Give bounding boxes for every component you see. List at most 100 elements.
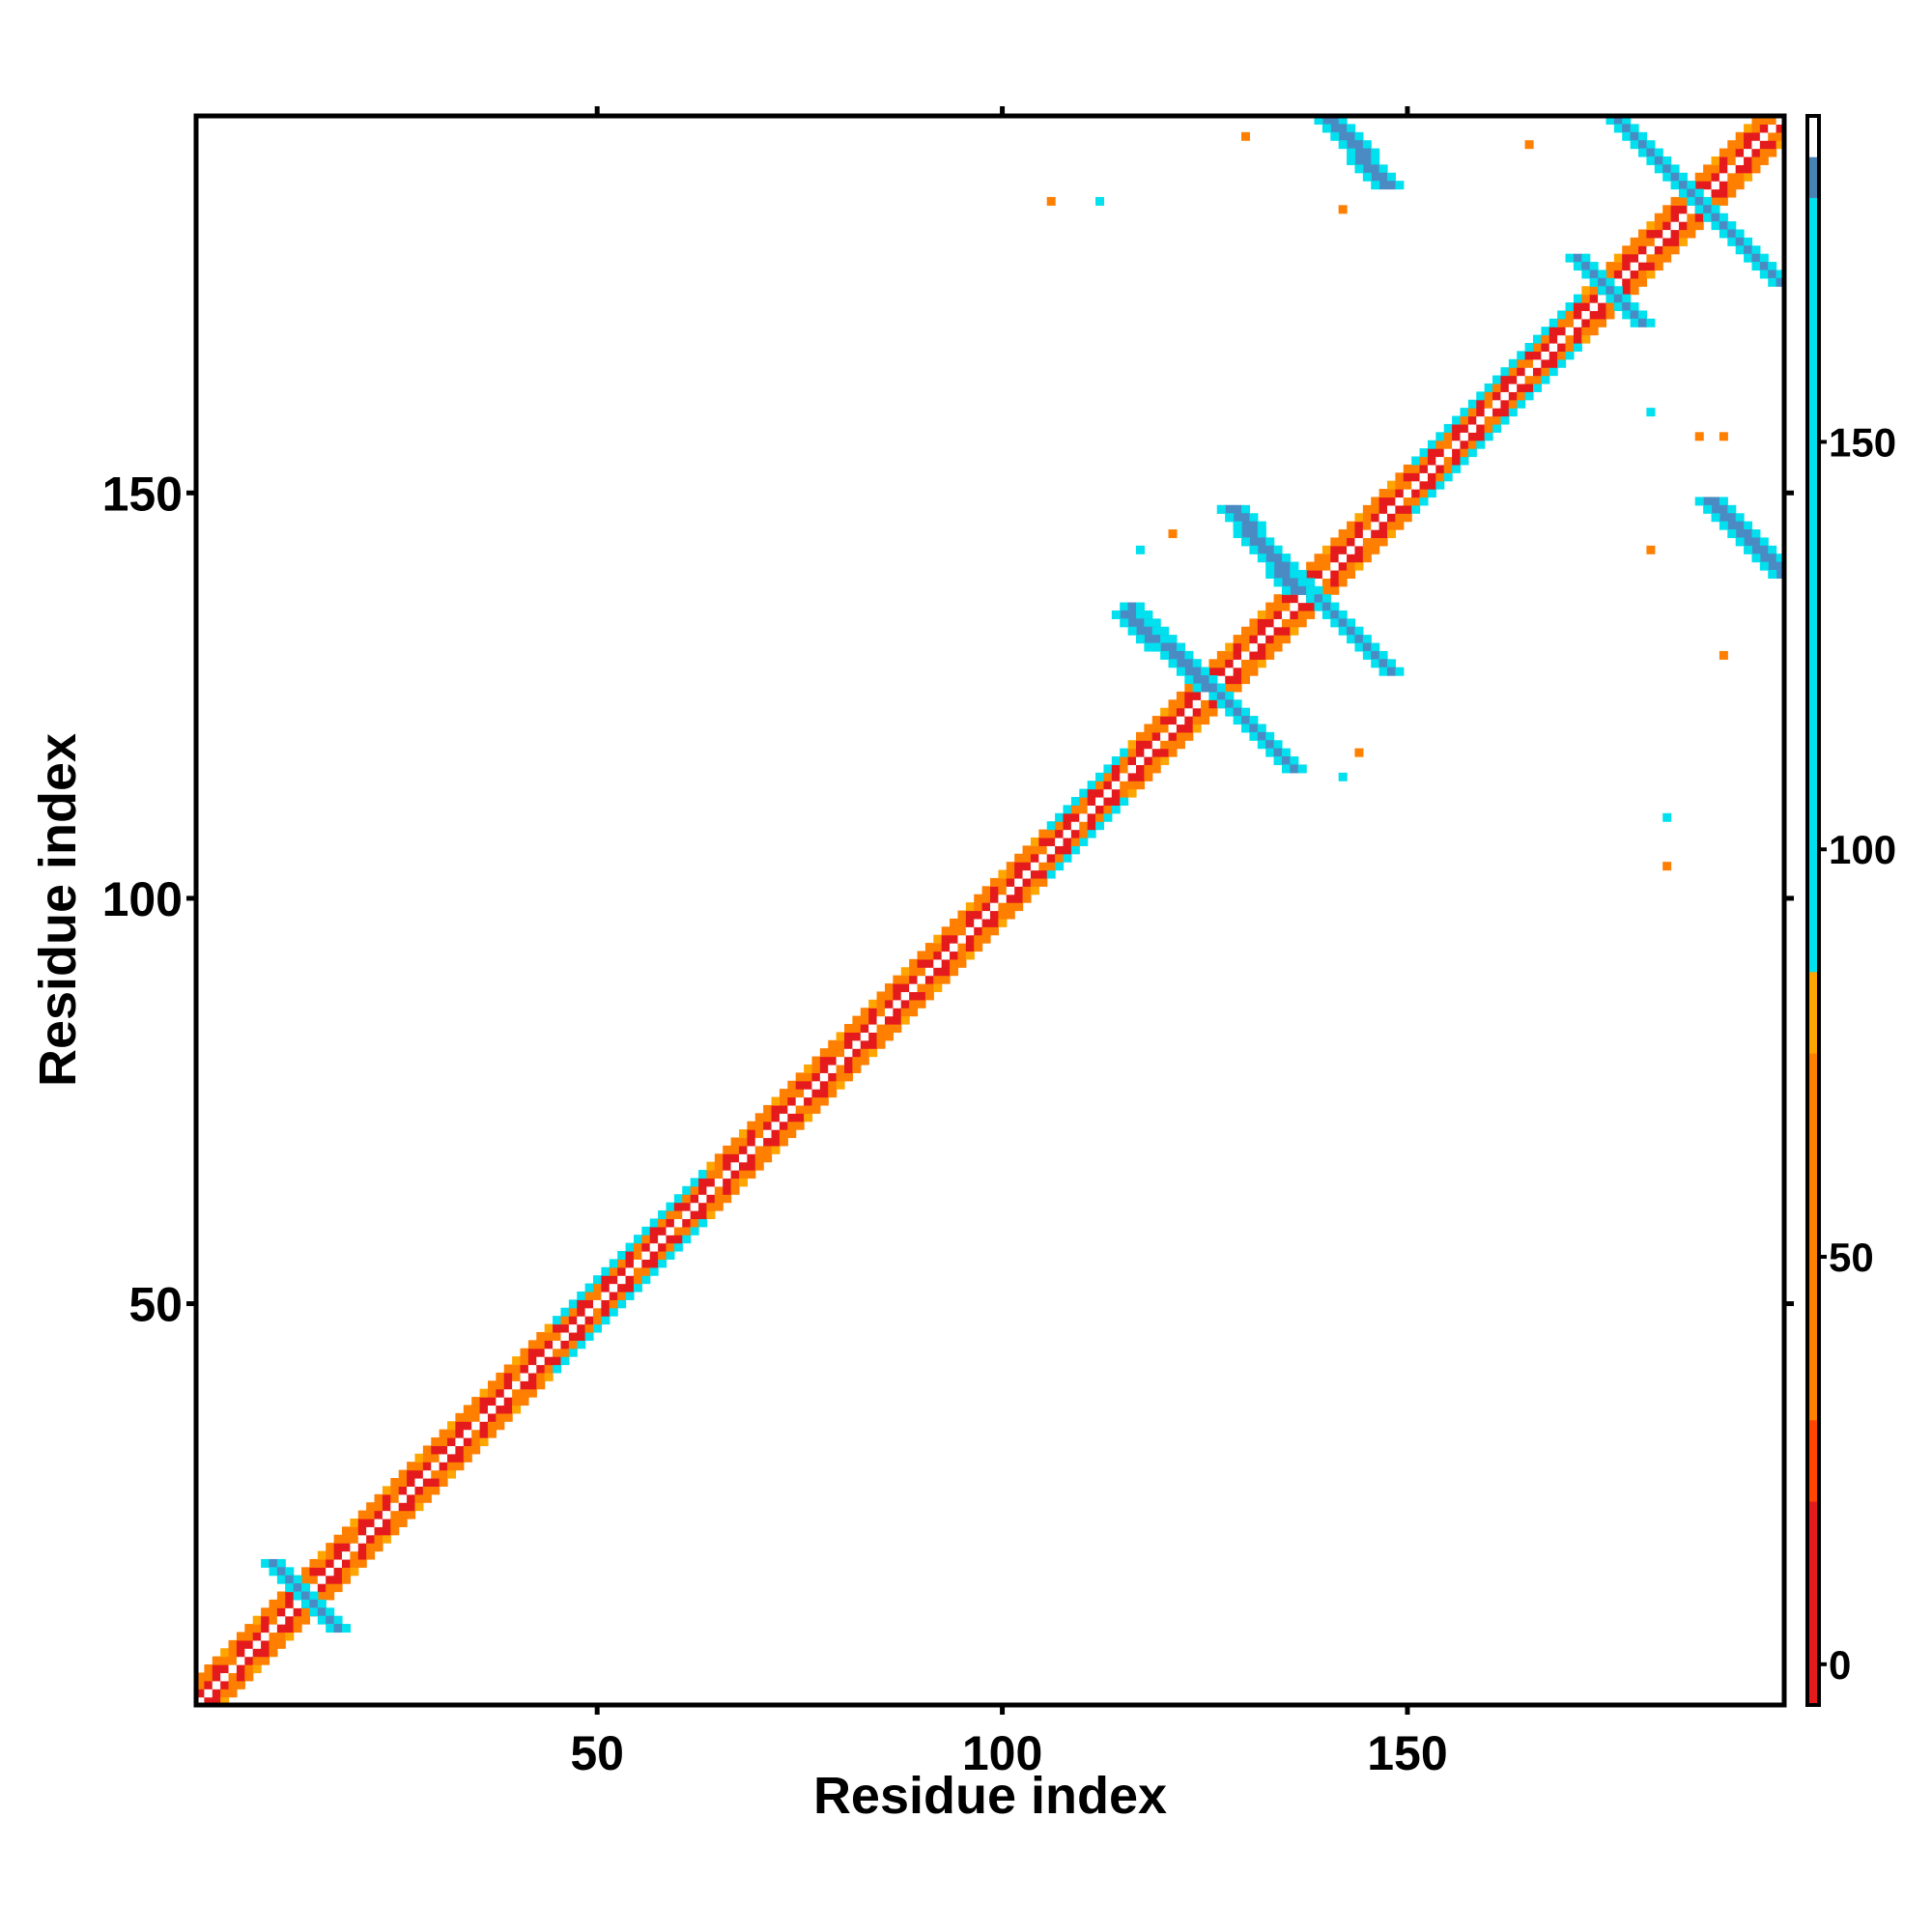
heatmap-cell (1727, 229, 1737, 239)
heatmap-cell (1265, 748, 1275, 757)
heatmap-cell (439, 1478, 448, 1487)
heatmap-cell (649, 1266, 659, 1276)
heatmap-cell (1638, 253, 1648, 263)
heatmap-cell (333, 1583, 343, 1593)
heatmap-cell (1711, 156, 1720, 165)
heatmap-cell (1427, 448, 1436, 458)
heatmap-cell (553, 1340, 562, 1350)
heatmap-cell (560, 1316, 570, 1325)
heatmap-cell (714, 1153, 724, 1163)
heatmap-cell (317, 1607, 327, 1617)
heatmap-cell (1168, 699, 1178, 709)
heatmap-cell (1297, 594, 1307, 604)
heatmap-cell (1257, 554, 1266, 563)
heatmap-cell (828, 1080, 838, 1090)
heatmap-cell (1354, 537, 1364, 547)
heatmap-cell (852, 1024, 862, 1033)
heatmap-cell (503, 1397, 513, 1406)
heatmap-cell (601, 1266, 611, 1276)
heatmap-cell (682, 1226, 692, 1236)
heatmap-cell (341, 1534, 351, 1544)
heatmap-cell (584, 1316, 594, 1325)
heatmap-cell (1241, 650, 1251, 660)
heatmap-cell (617, 1275, 627, 1285)
heatmap-cell (1768, 277, 1777, 287)
heatmap-cell (998, 910, 1008, 920)
heatmap-cell (1281, 618, 1291, 628)
heatmap-cell (1395, 513, 1405, 523)
heatmap-cell (723, 1194, 732, 1204)
heatmap-cell (1257, 642, 1266, 652)
heatmap-cell (1759, 537, 1769, 547)
heatmap-cell (1613, 116, 1623, 125)
heatmap-cell (1371, 642, 1380, 652)
heatmap-cell (1338, 116, 1348, 125)
heatmap-cell (407, 1493, 416, 1503)
heatmap-cell (804, 1080, 813, 1090)
heatmap-cell (1103, 772, 1113, 781)
heatmap-cell (244, 1672, 254, 1682)
heatmap-cell (326, 1615, 335, 1625)
heatmap-cell (1435, 480, 1445, 490)
heatmap-cell (1573, 343, 1582, 352)
heatmap-cell (1249, 626, 1259, 636)
heatmap-cell (269, 1607, 278, 1617)
heatmap-cell (357, 1543, 367, 1552)
heatmap-cell (1297, 585, 1307, 595)
heatmap-cell (1395, 497, 1405, 506)
heatmap-cell (1120, 797, 1129, 806)
heatmap-cell (1532, 343, 1542, 352)
heatmap-cell (1241, 504, 1251, 514)
heatmap-cell (1306, 578, 1316, 587)
heatmap-cell (1330, 545, 1340, 554)
heatmap-cell (333, 1558, 343, 1568)
heatmap-cell (1347, 561, 1356, 571)
heatmap-cell (1371, 513, 1380, 523)
heatmap-cell (1443, 464, 1453, 473)
heatmap-cell (819, 1080, 829, 1090)
heatmap-cell (1759, 148, 1769, 157)
heatmap-cell (1467, 415, 1477, 425)
heatmap-cell (957, 934, 967, 944)
heatmap-cell (1362, 148, 1372, 157)
heatmap-cell (1241, 642, 1251, 652)
heatmap-cell (1176, 650, 1185, 660)
heatmap-cell (941, 967, 951, 977)
heatmap-cell (625, 1266, 635, 1276)
heatmap-cell (1378, 667, 1388, 676)
heatmap-cell (1208, 667, 1218, 676)
heatmap-cell (1565, 334, 1575, 344)
heatmap-cell (261, 1615, 270, 1625)
heatmap-cell (431, 1453, 440, 1463)
heatmap-cell (1751, 116, 1761, 125)
heatmap-cell (1719, 213, 1728, 222)
heatmap-cell (1192, 699, 1202, 709)
heatmap-cell (1452, 440, 1462, 449)
heatmap-cell (276, 1607, 286, 1617)
heatmap-cell (1573, 310, 1582, 320)
heatmap-cell (698, 1178, 708, 1187)
heatmap-cell (1362, 504, 1372, 514)
heatmap-cell (1605, 294, 1615, 303)
heatmap-cell (844, 1039, 854, 1049)
heatmap-cell (577, 1316, 586, 1325)
heatmap-cell (1144, 642, 1153, 652)
heatmap-cell (844, 1024, 854, 1033)
heatmap-cell (876, 1024, 886, 1033)
heatmap-cell (1249, 635, 1259, 644)
heatmap-cell (398, 1493, 408, 1503)
heatmap-cell (1751, 262, 1761, 271)
heatmap-cell (1395, 181, 1405, 190)
heatmap-cell (422, 1462, 432, 1471)
heatmap-cell (422, 1445, 432, 1455)
heatmap-cell (1735, 181, 1745, 190)
heatmap-cell (1321, 602, 1331, 611)
heatmap-cell (941, 951, 951, 960)
heatmap-cell (1403, 513, 1412, 523)
heatmap-cell (811, 1080, 821, 1090)
heatmap-cell (1605, 116, 1615, 125)
heatmap-cell (1038, 877, 1048, 887)
heatmap-cell (1022, 862, 1032, 871)
heatmap-cell (836, 1056, 845, 1065)
heatmap-cell (1735, 140, 1745, 150)
